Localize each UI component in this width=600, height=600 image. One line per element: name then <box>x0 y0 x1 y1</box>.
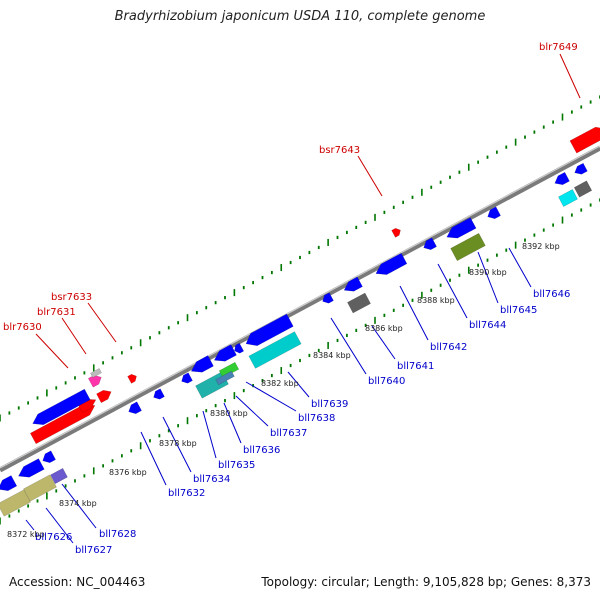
scale-label: 8386 kbp <box>365 324 403 333</box>
label-bll7642: bll7642 <box>430 342 467 353</box>
gene-bll7642-arrow <box>423 237 437 250</box>
label-bll7644: bll7644 <box>469 320 506 331</box>
gene-steelblue-strip <box>215 370 235 386</box>
gene-bll7641-arrow <box>375 252 408 275</box>
gene-features <box>0 126 600 517</box>
label-bsr7633: bsr7633 <box>51 292 92 303</box>
gene-labels: blr7630 blr7631 bsr7633 bsr7643 blr7649 bll76… <box>3 42 578 556</box>
scale-label: 8384 kbp <box>313 351 351 360</box>
accession-text: Accession: NC_004463 <box>9 575 146 589</box>
label-bll7639: bll7639 <box>311 399 348 410</box>
label-bll7637-leader <box>235 395 269 427</box>
label-bll7635-leader <box>202 410 217 459</box>
label-blr7649: blr7649 <box>539 42 578 53</box>
label-bll7644-leader <box>437 263 468 319</box>
genome-summary-text: Topology: circular; Length: 9,105,828 bp… <box>261 575 591 589</box>
label-bsr7643: bsr7643 <box>319 145 360 156</box>
label-bll7642-leader <box>399 285 429 341</box>
gene-pink-arrow <box>87 375 102 388</box>
scale-label: 8392 kbp <box>522 242 560 251</box>
gene-bll7645-arrow <box>487 206 501 219</box>
label-bll7635: bll7635 <box>218 460 255 471</box>
gene-blr7649-arrow <box>569 126 600 154</box>
label-bll7628: bll7628 <box>99 529 136 540</box>
label-bll7640: bll7640 <box>368 376 405 387</box>
label-blr7630-leader <box>35 333 69 369</box>
label-bll7634: bll7634 <box>193 474 230 485</box>
label-bll7641: bll7641 <box>397 361 434 372</box>
gene-olive-block <box>450 232 486 262</box>
gene-bsr7633-arrow <box>127 374 137 384</box>
genome-backbone <box>0 145 600 473</box>
gene-gray-small <box>90 368 102 378</box>
gene-bll7627-arrow <box>18 458 45 478</box>
gene-bll7646-arrow <box>554 171 570 185</box>
scale-label: 8382 kbp <box>261 379 299 388</box>
gene-bsr7643-arrow <box>391 228 401 238</box>
gene-bll7626-arrow <box>0 475 18 491</box>
label-bll7645: bll7645 <box>500 305 537 316</box>
scale-label: 8378 kbp <box>159 439 197 448</box>
label-bll7645-leader <box>477 251 499 304</box>
scale-labels: 8372 kbp 8374 kbp 8376 kbp 8378 kbp 8380 kbp… <box>7 242 560 539</box>
label-blr7630: blr7630 <box>3 322 42 333</box>
gene-bll7635-arrow <box>181 372 193 384</box>
gene-small-blue-arrow <box>234 342 245 354</box>
gene-bll7632-arrow <box>128 401 142 414</box>
gene-cyan-small <box>558 189 578 207</box>
label-bll7646: bll7646 <box>533 289 570 300</box>
label-bsr7633-leader <box>87 302 117 343</box>
gene-bll7639-arrow <box>322 292 334 304</box>
tick-marks <box>0 95 600 525</box>
gene-green-strip <box>218 361 240 379</box>
gene-khaki-block-2 <box>23 474 57 502</box>
scale-label: 8388 kbp <box>417 296 455 305</box>
scale-label: 8390 kbp <box>469 268 507 277</box>
gene-blue-long-arrow <box>32 388 91 425</box>
label-bll7638-leader <box>245 381 297 412</box>
label-bll7636-leader <box>223 402 242 444</box>
gene-bll7640-arrow <box>343 276 363 292</box>
scale-label: 8374 kbp <box>59 499 97 508</box>
label-bll7639-leader <box>287 371 310 398</box>
label-leaders <box>25 53 581 544</box>
label-bll7640-leader <box>330 317 367 375</box>
label-bll7626: bll7626 <box>35 532 72 543</box>
label-bll7632: bll7632 <box>168 488 205 499</box>
label-bll7637: bll7637 <box>270 428 307 439</box>
gene-blue-edge-arrow <box>574 162 588 175</box>
gene-blr7630-arrow <box>29 404 96 445</box>
gene-bll7634-arrow <box>153 388 165 400</box>
gene-bll7637-arrow <box>213 344 237 362</box>
gene-bll7628-arrow <box>42 450 56 463</box>
label-bll7638: bll7638 <box>298 413 335 424</box>
gene-bll7638-arrow <box>245 313 294 346</box>
gene-khaki-block-1 <box>0 489 31 517</box>
label-bll7632-leader <box>140 431 167 486</box>
label-bll7634-leader <box>162 416 192 473</box>
gene-bll7636-arrow <box>190 355 214 373</box>
scale-label: 8376 kbp <box>109 468 147 477</box>
label-blr7631: blr7631 <box>37 307 76 318</box>
scale-label: 8372 kbp <box>7 530 45 539</box>
gene-cyan-block <box>248 331 302 369</box>
map-title: Bradyrhizobium japonicum USDA 110, compl… <box>114 9 486 24</box>
label-bll7627: bll7627 <box>75 545 112 556</box>
scale-label: 8380 kbp <box>210 409 248 418</box>
label-blr7649-leader <box>559 53 581 99</box>
label-bll7641-leader <box>371 325 396 360</box>
gene-blr7632-arrow <box>96 390 112 404</box>
label-blr7631-leader <box>61 317 87 355</box>
label-bll7628-leader <box>61 483 97 529</box>
gene-gray-block-2 <box>573 180 593 198</box>
label-bll7626-leader <box>25 519 35 531</box>
gene-gray-block-1 <box>347 292 371 314</box>
gene-bll7644-arrow <box>446 217 477 239</box>
label-bsr7643-leader <box>357 155 383 197</box>
gene-slate-block <box>50 467 68 485</box>
label-bll7627-leader <box>45 507 74 544</box>
label-bll7636: bll7636 <box>243 445 280 456</box>
label-bll7646-leader <box>508 247 532 288</box>
